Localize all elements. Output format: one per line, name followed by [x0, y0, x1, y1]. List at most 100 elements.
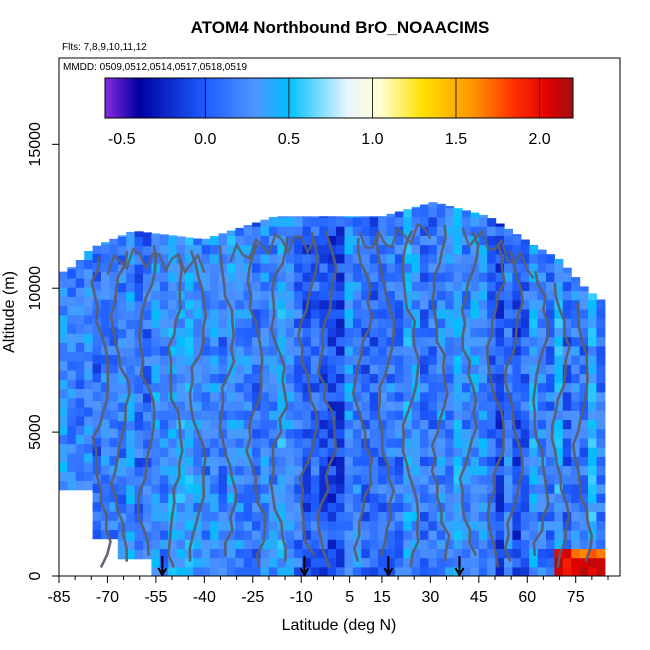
heatmap-cell — [520, 336, 530, 347]
heatmap-cell — [344, 364, 354, 374]
heatmap-cell — [562, 437, 572, 448]
heatmap-cell — [512, 290, 522, 301]
heatmap-cell — [369, 226, 379, 236]
heatmap-cell — [92, 409, 102, 420]
heatmap-cell — [579, 520, 589, 531]
heatmap-cell — [411, 244, 421, 255]
heatmap-cell — [462, 318, 471, 328]
heatmap-cell — [369, 391, 379, 402]
heatmap-cell — [571, 281, 581, 292]
heatmap-cell — [344, 474, 354, 485]
heatmap-cell — [546, 299, 555, 310]
heatmap-cell — [352, 548, 362, 559]
heatmap-cell — [310, 281, 320, 292]
heatmap-cell — [310, 336, 320, 347]
heatmap-cell — [537, 327, 547, 338]
heatmap-cell — [504, 566, 513, 576]
heatmap-cell — [193, 281, 203, 292]
heatmap-cell — [168, 447, 178, 457]
heatmap-cell — [512, 382, 522, 393]
heatmap-cell — [193, 483, 203, 494]
heatmap-cell — [588, 382, 597, 393]
heatmap-cell — [193, 345, 203, 356]
heatmap-cell — [420, 281, 429, 292]
heatmap-cell — [260, 437, 270, 448]
heatmap-cell — [428, 557, 438, 568]
heatmap-cell — [579, 382, 589, 393]
heatmap-cell — [579, 548, 589, 559]
heatmap-cell — [369, 511, 379, 522]
heatmap-cell — [562, 290, 572, 301]
heatmap-cell — [445, 456, 455, 467]
heatmap-cell — [378, 327, 388, 338]
heatmap-cell — [218, 428, 228, 439]
heatmap-cell — [504, 318, 513, 328]
heatmap-cell — [529, 474, 539, 485]
heatmap-cell — [336, 318, 346, 328]
heatmap-cell — [327, 327, 337, 338]
heatmap-cell — [176, 244, 186, 255]
heatmap-cell — [84, 259, 94, 270]
heatmap-cell — [336, 299, 346, 310]
heatmap-cell — [260, 226, 270, 236]
heatmap-cell — [134, 457, 144, 468]
heatmap-cell — [453, 502, 463, 513]
contour-line — [297, 231, 319, 557]
heatmap-cell — [176, 483, 186, 494]
heatmap-cell — [243, 373, 253, 384]
heatmap-cell — [109, 280, 119, 291]
heatmap-cell — [218, 511, 228, 522]
heatmap-cell — [571, 539, 581, 549]
heatmap-cell — [470, 483, 480, 494]
heatmap-cell — [84, 388, 94, 399]
heatmap-cell — [470, 216, 480, 227]
heatmap-cell — [504, 447, 513, 457]
heatmap-cell — [134, 236, 144, 247]
heatmap-cell — [84, 471, 94, 481]
heatmap-cell — [159, 373, 169, 384]
heatmap-cell — [445, 437, 455, 448]
heatmap-cell — [184, 530, 194, 540]
heatmap-cell — [117, 402, 127, 412]
heatmap-cell — [352, 345, 362, 356]
heatmap-cell — [294, 520, 304, 531]
heatmap-cell — [92, 529, 102, 540]
heatmap-cell — [420, 483, 429, 494]
heatmap-cell — [235, 539, 245, 549]
heatmap-cell — [487, 308, 497, 319]
heatmap-cell — [352, 474, 362, 485]
heatmap-cell — [235, 401, 245, 411]
heatmap-cell — [218, 327, 228, 338]
heatmap-cell — [268, 483, 278, 494]
heatmap-cell — [294, 235, 304, 246]
heatmap-cell — [504, 308, 513, 319]
colorbar-swatch — [328, 78, 333, 118]
heatmap-cell — [411, 428, 421, 439]
heatmap-cell — [571, 447, 581, 457]
heatmap-cell — [302, 410, 312, 420]
heatmap-cell — [571, 345, 581, 356]
heatmap-cell — [520, 364, 530, 374]
heatmap-cell — [193, 447, 203, 457]
heatmap-cell — [285, 465, 295, 476]
heatmap-cell — [495, 566, 505, 576]
heatmap-cell — [193, 327, 203, 338]
heatmap-cell — [378, 262, 388, 273]
heatmap-cell — [201, 539, 211, 549]
heatmap-cell — [159, 483, 169, 494]
heatmap-cell — [571, 548, 581, 559]
heatmap-cell — [562, 281, 572, 292]
heatmap-cell — [143, 503, 152, 514]
heatmap-cell — [361, 539, 371, 549]
heatmap-cell — [143, 402, 152, 412]
contour-line — [532, 270, 550, 557]
heatmap-cell — [428, 207, 438, 218]
heatmap-cell — [352, 262, 362, 273]
heatmap-cell — [546, 355, 555, 365]
heatmap-cell — [302, 216, 312, 218]
heatmap-cell — [201, 391, 211, 402]
heatmap-cell — [596, 318, 606, 328]
heatmap-cell — [226, 539, 236, 549]
heatmap-cell — [294, 373, 304, 384]
heatmap-cell — [495, 272, 505, 282]
